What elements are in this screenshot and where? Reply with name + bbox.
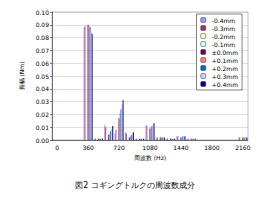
- svg-text:1440: 1440: [173, 144, 188, 151]
- svg-text:+0.1mm: +0.1mm: [212, 57, 238, 64]
- svg-text:-0.4mm: -0.4mm: [212, 17, 236, 24]
- svg-text:0.02: 0.02: [36, 111, 50, 118]
- svg-text:0.04: 0.04: [36, 85, 50, 92]
- svg-text:0.01: 0.01: [36, 124, 50, 131]
- svg-text:0.00: 0.00: [36, 137, 50, 144]
- svg-text:-0.2mm: -0.2mm: [212, 33, 236, 40]
- svg-text:0.07: 0.07: [36, 47, 50, 54]
- svg-text:0: 0: [55, 144, 59, 151]
- svg-text:0.10: 0.10: [36, 9, 50, 16]
- svg-text:1080: 1080: [142, 144, 157, 151]
- svg-text:+0.3mm: +0.3mm: [212, 73, 238, 80]
- svg-text:0.05: 0.05: [36, 73, 50, 80]
- svg-text:+0.2mm: +0.2mm: [212, 65, 238, 72]
- svg-text:720: 720: [113, 144, 125, 151]
- svg-text:0.06: 0.06: [36, 60, 50, 67]
- svg-text:±0.0mm: ±0.0mm: [212, 49, 238, 56]
- svg-text:+0.4mm: +0.4mm: [212, 81, 238, 88]
- svg-text:2160: 2160: [235, 144, 250, 151]
- svg-text:-0.1mm: -0.1mm: [212, 41, 236, 48]
- svg-text:振幅 (Nm): 振幅 (Nm): [18, 62, 25, 91]
- svg-text:0.03: 0.03: [36, 98, 50, 105]
- svg-text:0.08: 0.08: [36, 34, 50, 41]
- svg-text:1800: 1800: [204, 144, 219, 151]
- svg-text:0.09: 0.09: [36, 21, 50, 28]
- svg-text:図2 コギングトルクの周波数成分: 図2 コギングトルクの周波数成分: [75, 181, 195, 190]
- svg-text:360: 360: [82, 144, 94, 151]
- svg-text:-0.3mm: -0.3mm: [212, 25, 236, 32]
- svg-text:周波数 (Hz): 周波数 (Hz): [134, 154, 166, 161]
